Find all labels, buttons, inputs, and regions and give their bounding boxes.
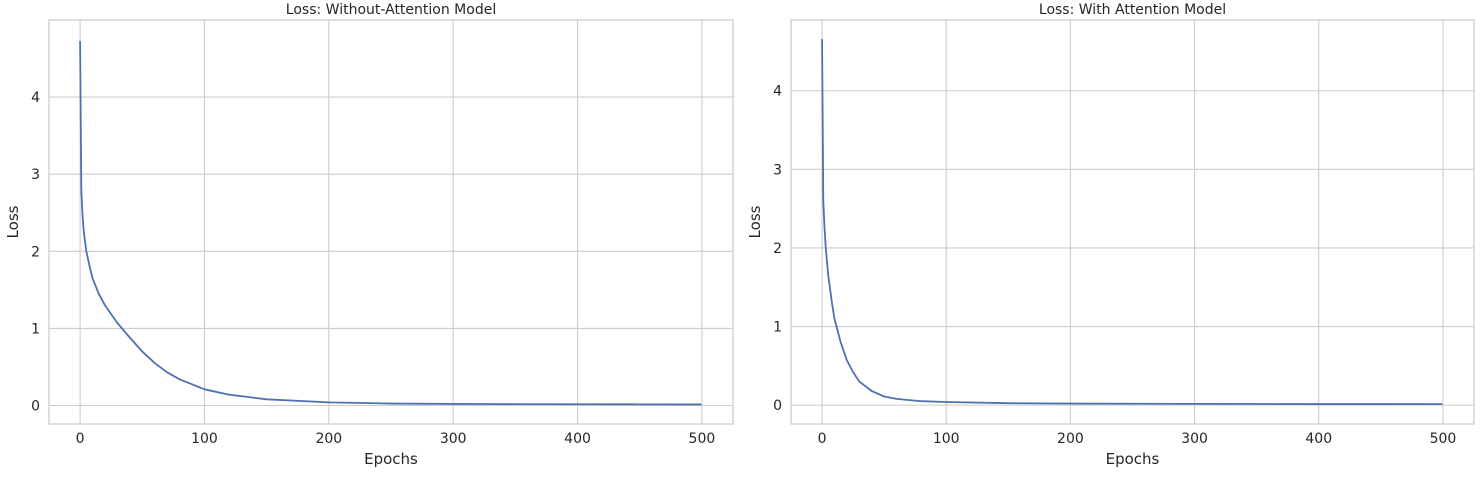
y-tick-label: 4 bbox=[31, 90, 40, 106]
chart-title: Loss: With Attention Model bbox=[1039, 2, 1226, 18]
x-axis-label: Epochs bbox=[1106, 450, 1160, 468]
x-tick-label: 0 bbox=[818, 431, 827, 447]
y-axis-label: Loss bbox=[4, 205, 22, 238]
chart-panel-with-attention: Loss: With Attention Model Epochs Loss 0… bbox=[746, 2, 1475, 468]
x-tick-label: 100 bbox=[933, 431, 960, 447]
y-tick-label: 3 bbox=[31, 167, 40, 183]
grid bbox=[49, 20, 733, 424]
y-tick-label: 3 bbox=[773, 162, 782, 178]
chart-panel-without-attention: Loss: Without-Attention Model Epochs Los… bbox=[4, 2, 734, 468]
x-axis-label: Epochs bbox=[364, 450, 418, 468]
x-tick-label: 400 bbox=[1305, 431, 1332, 447]
x-tick-label: 500 bbox=[689, 431, 716, 447]
grid bbox=[791, 20, 1474, 424]
chart-title: Loss: Without-Attention Model bbox=[286, 2, 496, 18]
x-tick-label: 200 bbox=[315, 431, 342, 447]
x-tick-label: 500 bbox=[1430, 431, 1457, 447]
y-tick-label: 0 bbox=[31, 398, 40, 414]
x-tick-label: 0 bbox=[76, 431, 85, 447]
x-tick-label: 200 bbox=[1057, 431, 1084, 447]
y-tick-label: 2 bbox=[31, 244, 40, 260]
loss-series-line bbox=[821, 38, 1443, 406]
y-tick-label: 1 bbox=[31, 321, 40, 337]
x-tick-label: 300 bbox=[1181, 431, 1208, 447]
plot-frame bbox=[48, 19, 734, 425]
y-tick-label: 0 bbox=[773, 398, 782, 414]
loss-series-line bbox=[79, 40, 702, 406]
x-tick-label: 300 bbox=[440, 431, 467, 447]
y-tick-label: 2 bbox=[773, 241, 782, 257]
y-axis-label: Loss bbox=[746, 205, 764, 238]
y-tick-label: 4 bbox=[773, 84, 782, 100]
x-tick-label: 400 bbox=[564, 431, 591, 447]
plot-frame bbox=[790, 19, 1475, 425]
y-tick-label: 1 bbox=[773, 320, 782, 336]
x-tick-label: 100 bbox=[191, 431, 218, 447]
